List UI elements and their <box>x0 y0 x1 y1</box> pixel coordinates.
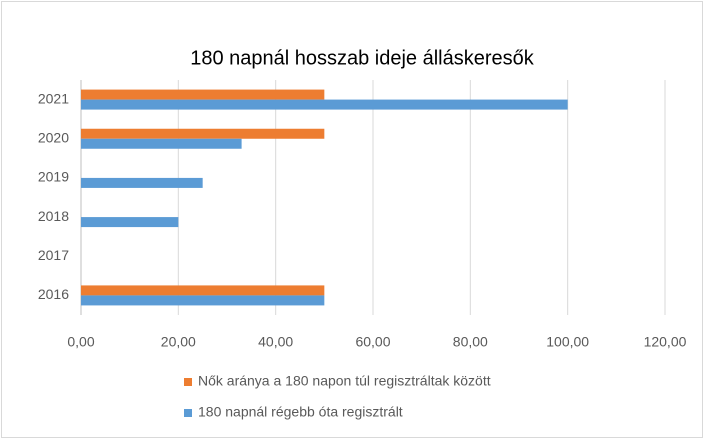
x-tick-label: 40,00 <box>258 334 293 350</box>
bar <box>81 89 325 100</box>
legend-label: Nők aránya a 180 napon túl regisztráltak… <box>198 373 491 389</box>
x-tick-label: 120,00 <box>644 334 687 350</box>
y-tick-label: 2017 <box>38 247 69 263</box>
x-tick-label: 100,00 <box>546 334 589 350</box>
y-tick-label: 2020 <box>38 129 69 145</box>
y-tick-label: 2019 <box>38 169 69 185</box>
legend-swatch <box>184 409 192 417</box>
y-tick-label: 2018 <box>38 208 69 224</box>
legend-label: 180 napnál régebb óta regisztrált <box>198 404 403 420</box>
chart-title: 180 napnál hosszab ideje álláskeresők <box>190 47 535 69</box>
bar <box>81 138 242 149</box>
x-tick-label: 0,00 <box>67 334 94 350</box>
bar <box>81 128 325 139</box>
y-tick-label: 2021 <box>38 90 69 106</box>
bar <box>81 217 179 228</box>
x-tick-label: 60,00 <box>355 334 390 350</box>
x-tick-label: 80,00 <box>453 334 488 350</box>
bar <box>81 99 568 110</box>
legend-swatch <box>184 378 192 386</box>
bar <box>81 295 325 306</box>
y-tick-label: 2016 <box>38 286 69 302</box>
x-tick-label: 20,00 <box>161 334 196 350</box>
bar <box>81 177 203 188</box>
bar <box>81 285 325 296</box>
